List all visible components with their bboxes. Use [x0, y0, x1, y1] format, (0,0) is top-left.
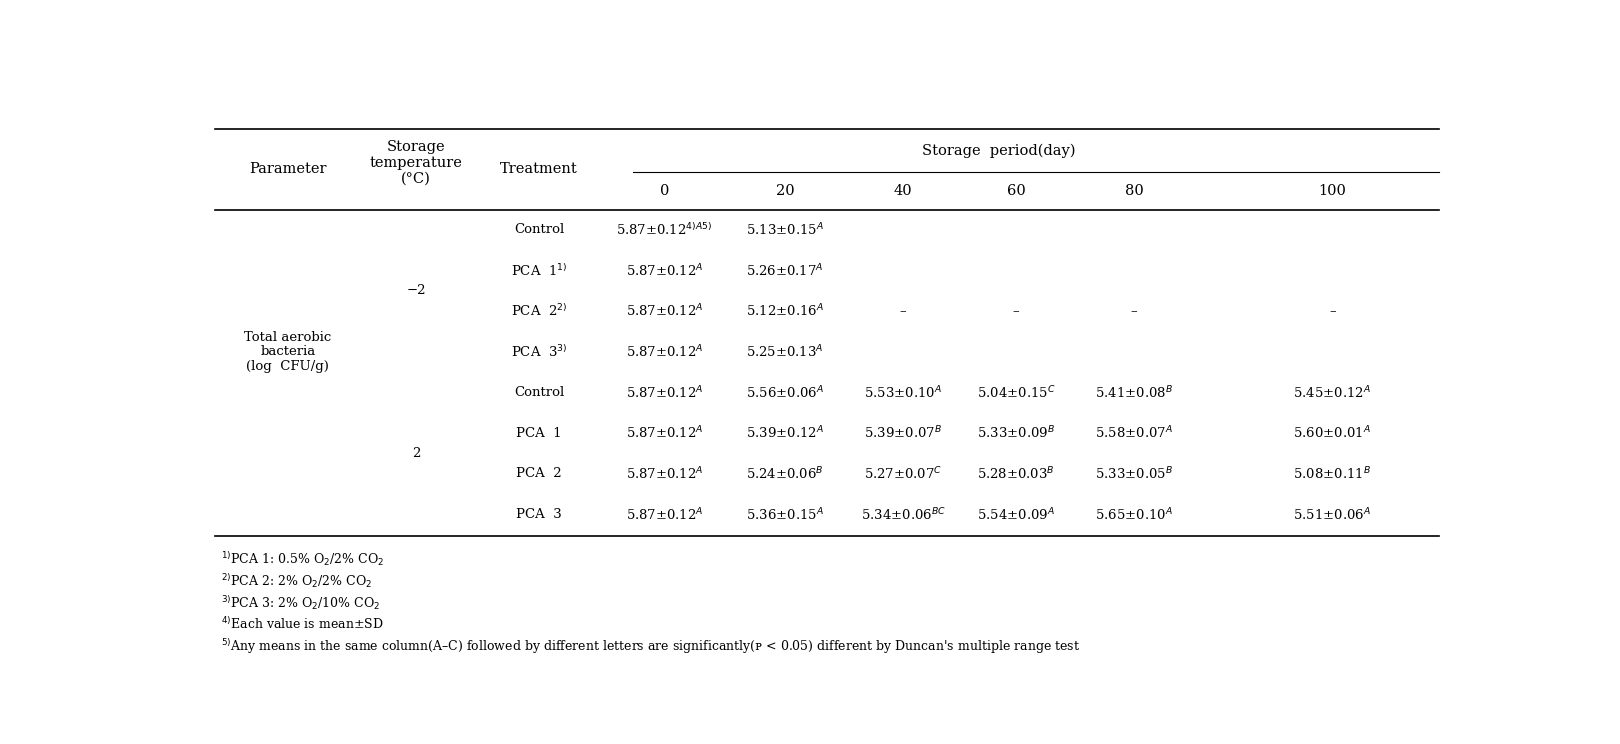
Text: 5.04±0.15$^{C}$: 5.04±0.15$^{C}$ [977, 385, 1055, 401]
Text: 5.33±0.05$^{B}$: 5.33±0.05$^{B}$ [1095, 466, 1173, 482]
Text: 5.87±0.12$^{A}$: 5.87±0.12$^{A}$ [625, 466, 703, 482]
Text: –: – [1012, 305, 1019, 318]
Text: 60: 60 [1006, 184, 1025, 198]
Text: 5.87±0.12$^{A}$: 5.87±0.12$^{A}$ [625, 303, 703, 320]
Text: –: – [899, 305, 906, 318]
Text: 5.36±0.15$^{A}$: 5.36±0.15$^{A}$ [747, 507, 825, 523]
Text: –: – [1131, 305, 1137, 318]
Text: 5.45±0.12$^{A}$: 5.45±0.12$^{A}$ [1293, 385, 1372, 401]
Text: 5.12±0.16$^{A}$: 5.12±0.16$^{A}$ [747, 303, 825, 320]
Text: 5.26±0.17$^{A}$: 5.26±0.17$^{A}$ [747, 263, 825, 279]
Text: 5.87±0.12$^{A}$: 5.87±0.12$^{A}$ [625, 425, 703, 442]
Text: 0: 0 [659, 184, 669, 198]
Text: 5.87±0.12$^{A}$: 5.87±0.12$^{A}$ [625, 344, 703, 360]
Text: 5.28±0.03$^{B}$: 5.28±0.03$^{B}$ [977, 466, 1055, 482]
Text: PCA  3: PCA 3 [517, 508, 562, 521]
Text: 5.08±0.11$^{B}$: 5.08±0.11$^{B}$ [1293, 466, 1372, 482]
Text: 5.33±0.09$^{B}$: 5.33±0.09$^{B}$ [977, 425, 1055, 442]
Text: −2: −2 [407, 284, 426, 298]
Text: PCA  1$^{1)}$: PCA 1$^{1)}$ [510, 263, 567, 278]
Text: 5.58±0.07$^{A}$: 5.58±0.07$^{A}$ [1095, 425, 1173, 442]
Text: Treatment: Treatment [501, 162, 578, 176]
Text: $^{1)}$PCA 1: 0.5% O$_2$/2% CO$_2$: $^{1)}$PCA 1: 0.5% O$_2$/2% CO$_2$ [222, 551, 384, 568]
Text: 5.87±0.12$^{A}$: 5.87±0.12$^{A}$ [625, 507, 703, 523]
Text: PCA  1: PCA 1 [517, 427, 562, 440]
Text: PCA  3$^{3)}$: PCA 3$^{3)}$ [510, 344, 567, 360]
Text: –: – [1328, 305, 1336, 318]
Text: 5.13±0.15$^{A}$: 5.13±0.15$^{A}$ [747, 222, 825, 238]
Text: 5.39±0.12$^{A}$: 5.39±0.12$^{A}$ [747, 425, 825, 442]
Text: $^{5)}$Any means in the same column(A–C) followed by different letters are signi: $^{5)}$Any means in the same column(A–C)… [222, 638, 1081, 656]
Text: $^{2)}$PCA 2: 2% O$_2$/2% CO$_2$: $^{2)}$PCA 2: 2% O$_2$/2% CO$_2$ [222, 572, 373, 590]
Text: 5.41±0.08$^{B}$: 5.41±0.08$^{B}$ [1095, 385, 1173, 401]
Text: (°C): (°C) [402, 172, 431, 186]
Text: bacteria: bacteria [261, 345, 316, 359]
Text: 5.87±0.12$^{A}$: 5.87±0.12$^{A}$ [625, 385, 703, 401]
Text: PCA  2$^{2)}$: PCA 2$^{2)}$ [510, 304, 567, 319]
Text: (log  CFU/g): (log CFU/g) [246, 360, 329, 373]
Text: Storage: Storage [387, 140, 446, 153]
Text: 5.24±0.06$^{B}$: 5.24±0.06$^{B}$ [747, 466, 825, 482]
Text: 5.27±0.07$^{C}$: 5.27±0.07$^{C}$ [863, 466, 943, 482]
Text: temperature: temperature [369, 155, 462, 170]
Text: PCA  2: PCA 2 [517, 467, 562, 481]
Text: 5.65±0.10$^{A}$: 5.65±0.10$^{A}$ [1095, 507, 1173, 523]
Text: 5.51±0.06$^{A}$: 5.51±0.06$^{A}$ [1293, 507, 1372, 523]
Text: 40: 40 [894, 184, 912, 198]
Text: 80: 80 [1124, 184, 1144, 198]
Text: Storage  period(day): Storage period(day) [922, 144, 1076, 158]
Text: $^{4)}$Each value is mean±SD: $^{4)}$Each value is mean±SD [222, 616, 384, 632]
Text: 2: 2 [411, 447, 420, 460]
Text: 5.25±0.13$^{A}$: 5.25±0.13$^{A}$ [747, 344, 825, 360]
Text: 5.54±0.09$^{A}$: 5.54±0.09$^{A}$ [977, 507, 1055, 523]
Text: 5.87±0.12$^{4)A5)}$: 5.87±0.12$^{4)A5)}$ [616, 222, 713, 238]
Text: Control: Control [514, 386, 564, 399]
Text: 5.39±0.07$^{B}$: 5.39±0.07$^{B}$ [863, 425, 943, 442]
Text: Parameter: Parameter [249, 162, 327, 176]
Text: 100: 100 [1319, 184, 1346, 198]
Text: Control: Control [514, 223, 564, 237]
Text: Total aerobic: Total aerobic [245, 331, 332, 344]
Text: 5.34±0.06$^{BC}$: 5.34±0.06$^{BC}$ [860, 507, 946, 523]
Text: 5.56±0.06$^{A}$: 5.56±0.06$^{A}$ [747, 385, 825, 401]
Text: 5.53±0.10$^{A}$: 5.53±0.10$^{A}$ [863, 385, 941, 401]
Text: $^{3)}$PCA 3: 2% O$_2$/10% CO$_2$: $^{3)}$PCA 3: 2% O$_2$/10% CO$_2$ [222, 594, 381, 612]
Text: 5.87±0.12$^{A}$: 5.87±0.12$^{A}$ [625, 263, 703, 279]
Text: 20: 20 [776, 184, 794, 198]
Text: 5.60±0.01$^{A}$: 5.60±0.01$^{A}$ [1293, 425, 1372, 442]
